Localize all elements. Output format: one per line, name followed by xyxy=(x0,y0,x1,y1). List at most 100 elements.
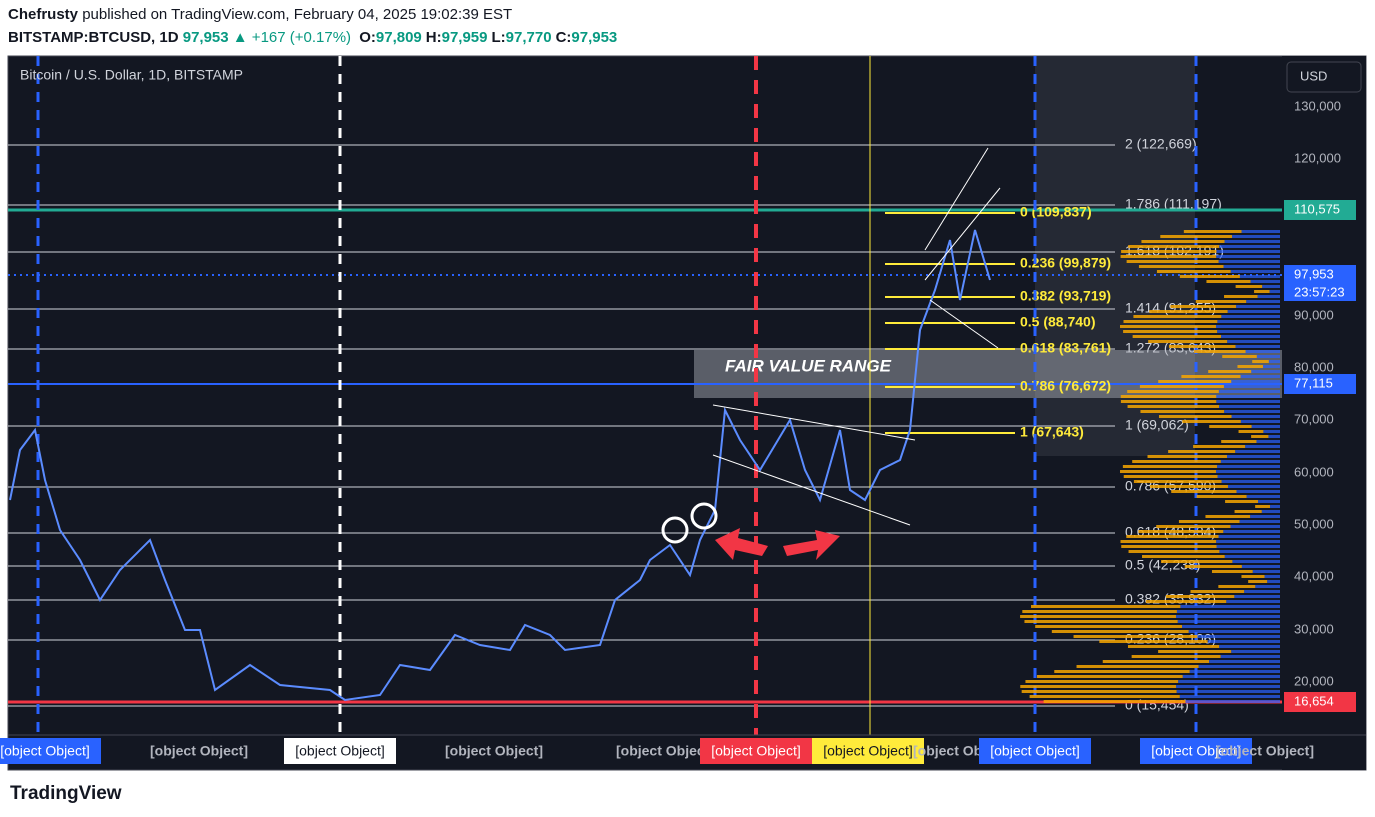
volume-bar xyxy=(1158,650,1232,653)
volume-bar xyxy=(1230,525,1280,528)
price-tag xyxy=(1284,692,1356,712)
volume-bar xyxy=(1248,580,1268,583)
volume-bar xyxy=(1241,565,1280,568)
ohlc-value: 97,953 xyxy=(571,29,618,46)
ohlc-item: L:97,770 xyxy=(492,29,552,46)
volume-bar xyxy=(1120,395,1217,398)
volume-bar xyxy=(1120,540,1217,543)
time-tag xyxy=(812,738,924,764)
volume-bar xyxy=(1221,335,1280,338)
volume-bar xyxy=(1126,535,1219,538)
volume-bar xyxy=(1176,615,1280,618)
volume-bar xyxy=(1216,325,1280,328)
price-tag xyxy=(1284,200,1356,220)
volume-bar xyxy=(1208,370,1252,373)
volume-bar xyxy=(1024,620,1178,623)
price-axis-bg xyxy=(1282,56,1366,770)
price-axis-label: 80,000 xyxy=(1294,359,1334,374)
price-tag xyxy=(1284,374,1356,394)
volume-bar xyxy=(1182,625,1280,628)
price-axis-label: 120,000 xyxy=(1294,150,1341,165)
volume-bar xyxy=(1165,595,1235,598)
volume-bar xyxy=(1219,245,1280,248)
volume-bar xyxy=(1216,255,1280,258)
change: ▲ +167 (+0.17%) xyxy=(232,29,352,46)
volume-bar xyxy=(1193,445,1246,448)
price-tag-countdown: 23:57:23 xyxy=(1294,284,1345,299)
legend: Bitcoin / U.S. Dollar, 1D, BITSTAMP xyxy=(20,67,243,83)
volume-bar xyxy=(1127,645,1220,648)
volume-bar xyxy=(1176,690,1280,693)
volume-bar xyxy=(1194,350,1246,353)
volume-bar xyxy=(1218,260,1280,263)
volume-bar xyxy=(1241,575,1265,578)
ohlc-value: 97,809 xyxy=(375,29,422,46)
price-axis-label: 30,000 xyxy=(1294,621,1334,636)
volume-bar xyxy=(1179,275,1240,278)
volume-bar xyxy=(1161,560,1233,563)
volume-bar xyxy=(1123,320,1218,323)
volume-bar xyxy=(1158,415,1232,418)
volume-bar xyxy=(1022,610,1177,613)
volume-bar xyxy=(1036,675,1183,678)
volume-bar xyxy=(1160,235,1233,238)
time-axis-label: [object Object] xyxy=(1216,743,1314,759)
volume-bar xyxy=(1235,450,1280,453)
volume-bar xyxy=(1127,390,1219,393)
volume-bar xyxy=(1221,440,1257,443)
volume-bar xyxy=(1230,270,1280,273)
volume-bar xyxy=(1268,435,1280,438)
volume-bar xyxy=(1217,330,1280,333)
currency: USD xyxy=(1300,68,1327,83)
volume-bar xyxy=(1224,555,1280,558)
price-axis-label: 60,000 xyxy=(1294,464,1334,479)
volume-bar xyxy=(1138,265,1224,268)
volume-bar xyxy=(1127,405,1220,408)
pattern-line xyxy=(924,147,989,251)
publish-line: Chefrusty published on TradingView.com, … xyxy=(8,6,512,23)
volume-bar xyxy=(1226,600,1280,603)
volume-bar xyxy=(1231,415,1280,418)
fib-retracement-label: 0.382 (93,719) xyxy=(1020,288,1111,304)
volume-bar xyxy=(1251,435,1269,438)
volume-bar xyxy=(1206,280,1251,283)
volume-bar xyxy=(1261,510,1280,513)
time-tag xyxy=(700,738,812,764)
volume-bar xyxy=(1132,335,1222,338)
volume-bar xyxy=(1168,345,1236,348)
arrow xyxy=(783,530,840,560)
volume-bar xyxy=(1216,540,1280,543)
volume-bar xyxy=(1256,355,1280,358)
volume-bar xyxy=(1099,640,1208,643)
time-tag xyxy=(1140,738,1252,764)
volume-bar xyxy=(1120,400,1217,403)
volume-bar xyxy=(1224,410,1280,413)
marker xyxy=(661,516,689,544)
volume-bar xyxy=(1245,350,1280,353)
time-axis-label: [object Object] xyxy=(0,743,90,759)
volume-bar xyxy=(1183,230,1242,233)
price-axis-label: 50,000 xyxy=(1294,516,1334,531)
time-tag xyxy=(979,738,1091,764)
volume-bar xyxy=(1158,380,1232,383)
volume-bar xyxy=(1244,590,1280,593)
volume-bar xyxy=(1211,570,1253,573)
volume-bar xyxy=(1180,605,1280,608)
price-tag-label: 77,115 xyxy=(1294,375,1333,390)
volume-bar xyxy=(1149,485,1228,488)
author: Chefrusty xyxy=(8,6,79,23)
volume-bar xyxy=(1179,695,1280,698)
volume-bar xyxy=(1264,575,1280,578)
fib-extension-label: 0 (15,454) xyxy=(1125,697,1189,713)
price-axis-label: 90,000 xyxy=(1294,307,1334,322)
fib-extension-label: 1.786 (111,197) xyxy=(1125,196,1222,212)
volume-bar xyxy=(1217,320,1280,323)
ohlc-label: H: xyxy=(425,29,442,46)
volume-bar xyxy=(1138,530,1224,533)
time-axis-label: [object Object] xyxy=(1151,743,1241,759)
volume-bar xyxy=(1236,305,1280,308)
fib-extension-label: 0.236 (28,106) xyxy=(1125,631,1216,647)
volume-bar xyxy=(1190,590,1245,593)
volume-bar xyxy=(1156,270,1231,273)
